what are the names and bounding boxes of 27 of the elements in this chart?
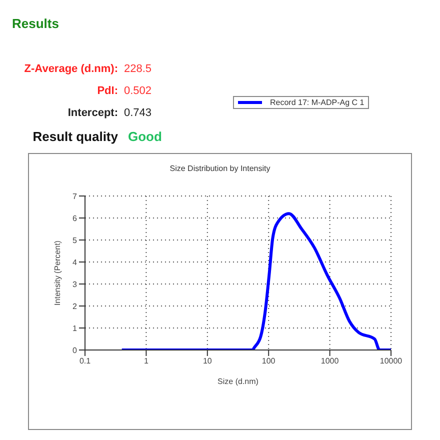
text: 0.743 [124,107,152,119]
x-axis-title: Size (d.nm) [218,377,259,386]
x-tick-label: 1000 [320,356,340,366]
text: Result quality [32,129,118,144]
text: Intercept: [66,107,118,119]
y-tick-label: 5 [72,236,78,245]
x-tick-label: 100 [262,356,276,366]
y-tick-label: 6 [72,214,78,223]
text: PdI: [96,85,118,97]
y-tick-label: 3 [72,280,78,289]
x-tick-label: 10000 [380,356,403,366]
legend-label: Record 17: M-ADP-Ag C 1 [270,98,364,107]
x-tick-label: 10 [202,356,212,366]
y-axis-title: Intensity (Percent) [52,240,62,306]
y-tick-label: 7 [72,192,78,201]
x-tick-label: 1 [144,356,149,366]
text: Results [12,16,59,31]
text: Good [128,129,162,144]
chart-title: Size Distribution by Intensity [168,164,272,173]
y-tick-label: 4 [72,258,78,267]
y-tick-label: 0 [72,346,78,355]
x-tick-label: 0.1 [79,356,92,366]
text: 228.5 [124,63,152,75]
text: 0.502 [124,85,152,97]
y-tick-label: 2 [72,302,78,311]
text: Z-Average (d.nm): [23,63,118,75]
y-tick-label: 1 [72,324,78,333]
